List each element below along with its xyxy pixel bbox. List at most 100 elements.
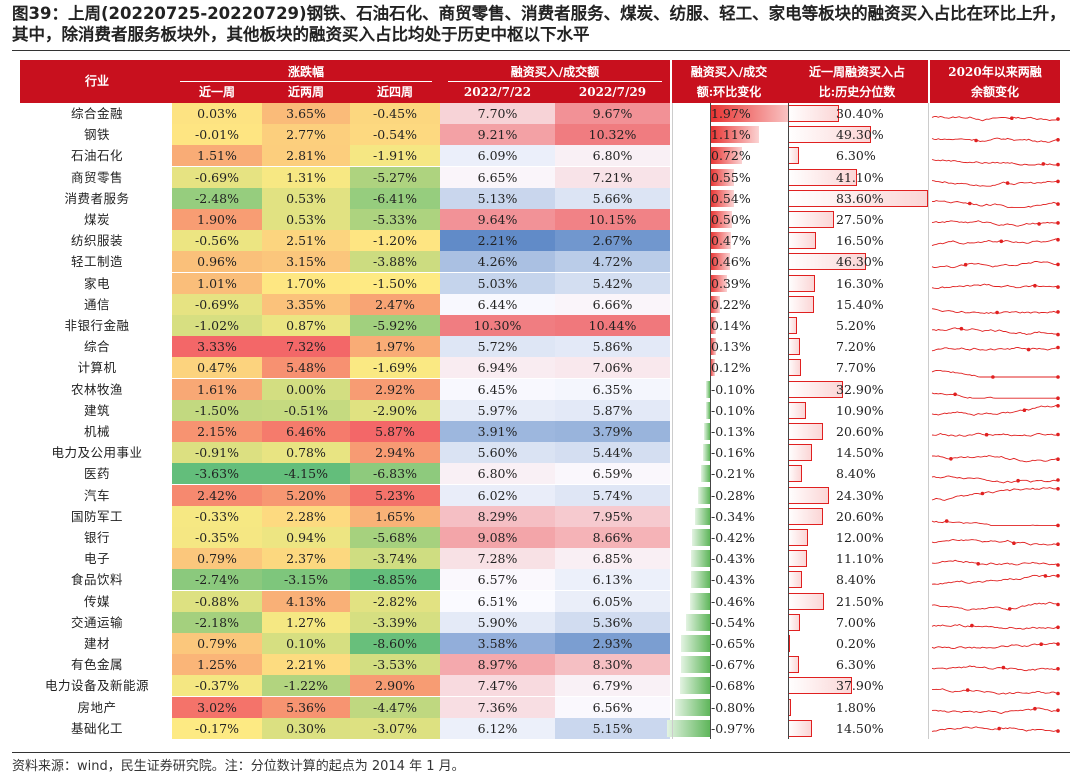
- cell-d1: 5.60%: [440, 442, 555, 464]
- cell-d2: 6.85%: [555, 548, 670, 570]
- pct-bar: [788, 317, 797, 334]
- pct-value: 14.50%: [836, 445, 884, 461]
- header-change-group: 涨跌幅: [287, 65, 324, 79]
- cell-w2: -4.15%: [262, 463, 350, 485]
- cell-d1: 5.90%: [440, 611, 555, 633]
- industry-name: 国防军工: [70, 508, 123, 524]
- cell-d1: 6.80%: [440, 463, 555, 485]
- sparkline-peak-dot: [970, 623, 974, 628]
- cell-w2: 2.21%: [262, 654, 350, 676]
- cell-w4: -3.88%: [350, 251, 440, 273]
- industry-name: 建筑: [83, 402, 110, 418]
- industry-name: 传媒: [83, 593, 110, 609]
- header-industry: 行业: [84, 74, 109, 88]
- chg-bar: [710, 211, 732, 228]
- cell-w2: 0.78%: [262, 442, 350, 464]
- pct-value: 16.30%: [836, 275, 884, 291]
- pct-value: 20.60%: [836, 508, 884, 524]
- sparkline-peak-dot: [1012, 541, 1016, 545]
- pct-value: 24.30%: [836, 487, 884, 503]
- cell-d2: 7.21%: [555, 166, 670, 188]
- sparkline-end-dot: [1056, 117, 1060, 121]
- sparkline-peak-dot: [944, 519, 949, 523]
- sparkline-end-dot: [1056, 432, 1060, 437]
- chg-bar: [695, 507, 710, 525]
- cell-d1: 9.08%: [440, 527, 555, 548]
- cell-w2: 6.46%: [262, 421, 350, 442]
- industry-name: 通信: [83, 296, 110, 312]
- sparkline: [931, 405, 1059, 416]
- pct-bar: [788, 105, 840, 122]
- cell-d1: 6.51%: [440, 590, 555, 612]
- sparkline-end-dot: [1056, 310, 1060, 314]
- pct-bar: [788, 168, 858, 186]
- industry-name: 电力设备及新能源: [44, 678, 149, 694]
- cell-w2: 3.15%: [262, 251, 350, 273]
- chg-bar: [710, 147, 742, 165]
- industry-name: 消费者服务: [64, 190, 130, 206]
- cell-w1: 1.90%: [172, 209, 262, 230]
- chg-bar: [710, 274, 728, 292]
- chg-value: 0.72%: [711, 148, 751, 164]
- cell-w4: 2.94%: [350, 442, 440, 464]
- pct-bar: [788, 189, 929, 207]
- cell-w2: 0.30%: [262, 717, 350, 739]
- cell-w4: 1.97%: [350, 336, 440, 358]
- sparkline-peak-dot: [1022, 408, 1027, 413]
- chg-value: -0.54%: [711, 614, 755, 630]
- industry-name: 石油石化: [70, 148, 123, 164]
- cell-d2: 5.15%: [555, 717, 670, 739]
- sparkline: [931, 137, 1058, 143]
- header-chg-l1: 融资买入/成交: [690, 65, 768, 79]
- industry-name: 纺织服装: [70, 233, 123, 249]
- cell-d2: 10.44%: [555, 315, 670, 336]
- cell-w1: -0.69%: [172, 293, 262, 315]
- cell-w1: 0.47%: [172, 357, 262, 379]
- cell-w4: -1.50%: [350, 272, 440, 294]
- sparkline-column: [931, 116, 1060, 733]
- sparkline-peak-dot: [1039, 642, 1043, 646]
- chg-axis: [710, 103, 711, 739]
- pct-value: 46.30%: [836, 254, 884, 270]
- chg-value: 0.39%: [711, 275, 751, 291]
- cell-w2: 0.53%: [262, 187, 350, 209]
- sparkline: [931, 707, 1059, 714]
- header-d2: 2022/7/29: [578, 85, 647, 99]
- chg-bar: [710, 317, 717, 334]
- chg-bar: [705, 380, 710, 398]
- chg-bar: [686, 613, 710, 631]
- sparkline-peak-dot: [965, 688, 970, 692]
- chg-value: 0.47%: [711, 233, 751, 249]
- cell-w1: 3.02%: [172, 696, 262, 718]
- header-w1: 近一周: [198, 85, 235, 99]
- pct-value: 12.00%: [836, 530, 884, 545]
- cell-w1: -2.18%: [172, 611, 262, 633]
- industry-name: 计算机: [77, 360, 117, 376]
- pct-bar: [788, 613, 800, 631]
- cell-w4: -6.83%: [350, 463, 440, 485]
- cell-d2: 7.06%: [555, 357, 670, 379]
- chg-bar: [704, 423, 710, 440]
- chg-value: -0.65%: [711, 636, 755, 651]
- industry-name: 轻工制造: [70, 254, 123, 270]
- sparkline: [931, 116, 1059, 122]
- cell-w2: 3.35%: [262, 293, 350, 315]
- cell-w4: 1.65%: [350, 505, 440, 527]
- cell-w4: -4.47%: [350, 696, 440, 718]
- cell-d2: 3.79%: [555, 421, 670, 442]
- sparkline-peak-dot: [963, 262, 968, 267]
- cell-d2: 5.66%: [555, 187, 670, 209]
- chg-value: 0.13%: [711, 339, 751, 355]
- cell-w1: -3.63%: [172, 463, 262, 485]
- sparkline-peak-dot: [1033, 706, 1037, 711]
- cell-w2: 5.20%: [262, 484, 350, 506]
- industry-name: 银行: [83, 530, 110, 545]
- chg-bar: [689, 592, 710, 610]
- cell-w4: -1.91%: [350, 145, 440, 167]
- chg-bar: [710, 232, 731, 250]
- industry-name: 商贸零售: [70, 169, 123, 185]
- cell-d1: 7.28%: [440, 548, 555, 570]
- cell-w1: -0.33%: [172, 505, 262, 527]
- chg-value: -0.10%: [711, 381, 755, 397]
- sparkline-end-dot: [1056, 221, 1060, 225]
